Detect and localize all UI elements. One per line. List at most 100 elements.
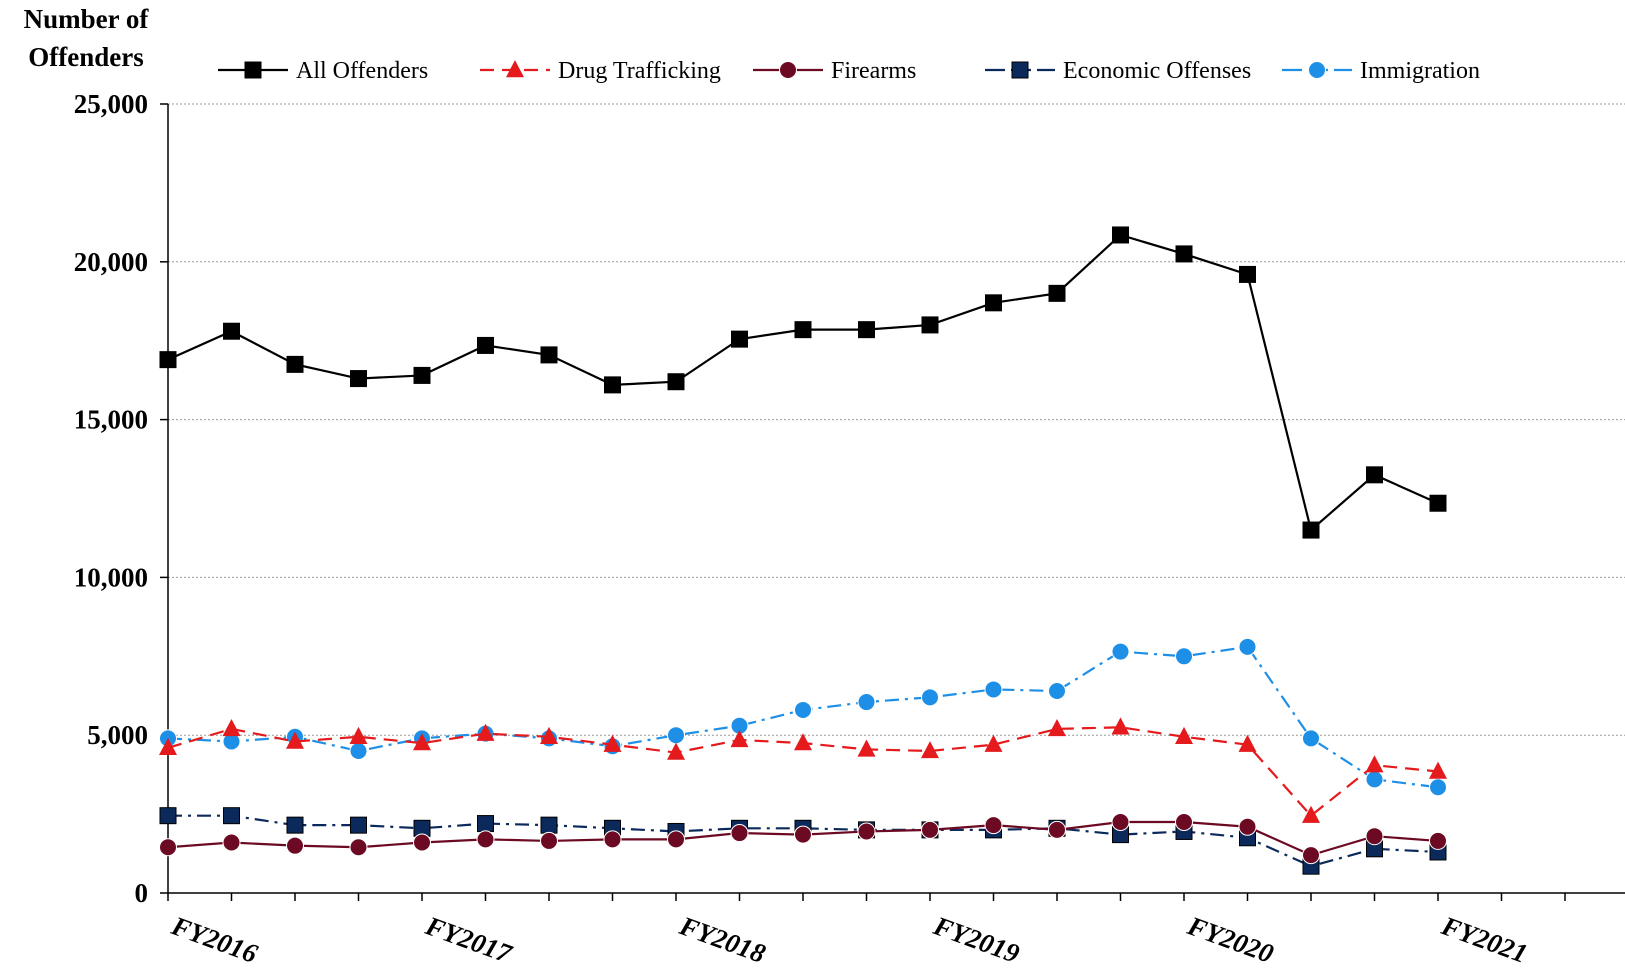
point-all-offenders-14 — [1048, 284, 1066, 302]
point-drug-trafficking-2 — [286, 731, 304, 749]
point-firearms-2 — [286, 836, 304, 855]
point-all-offenders-10 — [794, 321, 812, 339]
point-firearms-12 — [921, 820, 939, 839]
point-drug-trafficking-3 — [349, 726, 368, 744]
point-immigration-14 — [1048, 682, 1066, 701]
point-firearms-18 — [1302, 846, 1320, 865]
point-immigration-16 — [1175, 647, 1193, 666]
legend-label-firearms: Firearms — [831, 58, 916, 84]
point-drug-trafficking-15 — [1111, 717, 1130, 735]
x-tick-label-1: FY2017 — [421, 910, 517, 969]
legend-item-firearms: Firearms — [753, 58, 916, 84]
point-immigration-18 — [1302, 729, 1320, 748]
point-firearms-4 — [413, 833, 431, 852]
series-line-economic-offenses — [168, 814, 1439, 868]
point-all-offenders-4 — [413, 366, 431, 384]
legend-item-all-offenders: All Offenders — [218, 58, 428, 84]
point-firearms-0 — [159, 838, 177, 857]
point-firearms-10 — [794, 825, 812, 844]
legend: All Offenders Drug Trafficking Firearms Eco… — [218, 58, 1480, 84]
point-all-offenders-6 — [540, 346, 558, 364]
point-all-offenders-5 — [477, 336, 494, 354]
point-all-offenders-3 — [350, 370, 367, 388]
point-immigration-20 — [1429, 778, 1447, 797]
point-all-offenders-15 — [1112, 226, 1129, 244]
point-all-offenders-18 — [1302, 521, 1320, 539]
y-tick-label-4: 20,000 — [74, 247, 148, 277]
point-drug-trafficking-16 — [1175, 726, 1193, 744]
legend-marker-firearms — [779, 61, 797, 79]
point-firearms-11 — [857, 822, 876, 841]
point-drug-trafficking-12 — [921, 741, 939, 759]
point-firearms-19 — [1365, 827, 1384, 846]
point-firearms-5 — [476, 830, 495, 849]
legend-label-drug-trafficking: Drug Trafficking — [558, 58, 721, 84]
point-firearms-1 — [222, 833, 241, 852]
point-drug-trafficking-0 — [159, 737, 177, 756]
point-all-offenders-13 — [985, 294, 1002, 312]
point-all-offenders-0 — [159, 351, 177, 369]
point-all-offenders-2 — [286, 355, 304, 373]
point-economic-offenses-3 — [350, 816, 367, 834]
legend-item-drug-trafficking: Drug Trafficking — [480, 58, 721, 84]
point-drug-trafficking-13 — [984, 734, 1003, 752]
point-all-offenders-7 — [604, 376, 621, 394]
legend-label-economic-offenses: Economic Offenses — [1063, 58, 1251, 84]
series-drug-trafficking — [159, 717, 1447, 823]
point-drug-trafficking-5 — [476, 723, 495, 741]
point-firearms-16 — [1175, 812, 1193, 831]
x-tick-label-4: FY2020 — [1183, 910, 1278, 969]
point-drug-trafficking-7 — [603, 734, 622, 752]
point-immigration-10 — [794, 700, 812, 719]
point-all-offenders-1 — [223, 322, 240, 340]
y-tick-label-3: 15,000 — [74, 405, 148, 435]
point-immigration-13 — [984, 680, 1003, 699]
point-firearms-13 — [984, 816, 1003, 835]
point-all-offenders-12 — [921, 316, 939, 334]
point-drug-trafficking-11 — [857, 739, 876, 757]
point-economic-offenses-2 — [286, 816, 304, 834]
x-tick-label-2: FY2018 — [675, 910, 770, 969]
y-tick-label-0: 0 — [135, 878, 149, 908]
point-all-offenders-8 — [667, 373, 685, 391]
point-drug-trafficking-17 — [1238, 734, 1257, 752]
series-firearms — [159, 812, 1447, 865]
point-firearms-3 — [349, 838, 368, 857]
point-immigration-12 — [921, 688, 939, 707]
legend-label-immigration: Immigration — [1360, 58, 1480, 84]
y-tick-label-5: 25,000 — [74, 89, 148, 119]
point-economic-offenses-5 — [477, 815, 494, 833]
point-economic-offenses-1 — [223, 807, 240, 825]
point-firearms-15 — [1111, 812, 1130, 831]
point-all-offenders-17 — [1239, 265, 1256, 283]
point-drug-trafficking-6 — [540, 726, 558, 744]
y-tick-labels: 0 5,000 10,000 15,000 20,000 25,000 — [74, 89, 148, 908]
point-all-offenders-9 — [731, 330, 748, 348]
point-immigration-3 — [349, 741, 368, 760]
point-immigration-11 — [857, 693, 876, 712]
point-drug-trafficking-14 — [1048, 718, 1066, 737]
y-axis-title-line-1: Number of — [24, 4, 150, 34]
legend-label-all-offenders: All Offenders — [296, 58, 428, 84]
point-drug-trafficking-10 — [794, 733, 812, 751]
legend-marker-drug-trafficking — [506, 60, 524, 78]
point-drug-trafficking-8 — [667, 742, 685, 760]
point-immigration-19 — [1365, 770, 1384, 789]
point-all-offenders-11 — [858, 321, 875, 339]
point-economic-offenses-6 — [540, 816, 558, 834]
point-immigration-15 — [1111, 642, 1130, 661]
legend-item-economic-offenses: Economic Offenses — [985, 58, 1251, 84]
point-all-offenders-16 — [1175, 245, 1193, 263]
point-drug-trafficking-1 — [222, 718, 241, 737]
axes — [160, 103, 1625, 901]
legend-marker-economic-offenses — [1011, 61, 1029, 79]
point-firearms-20 — [1429, 831, 1447, 850]
x-tick-labels: FY2016 FY2017 FY2018 FY2019 FY2020 FY2021 — [167, 910, 1531, 969]
x-tick-label-3: FY2019 — [929, 910, 1024, 969]
legend-marker-all-offenders — [244, 61, 262, 79]
y-axis-title-line-2: Offenders — [28, 42, 143, 72]
point-firearms-8 — [667, 830, 685, 849]
legend-item-immigration: Immigration — [1282, 58, 1480, 84]
point-immigration-17 — [1238, 637, 1257, 656]
